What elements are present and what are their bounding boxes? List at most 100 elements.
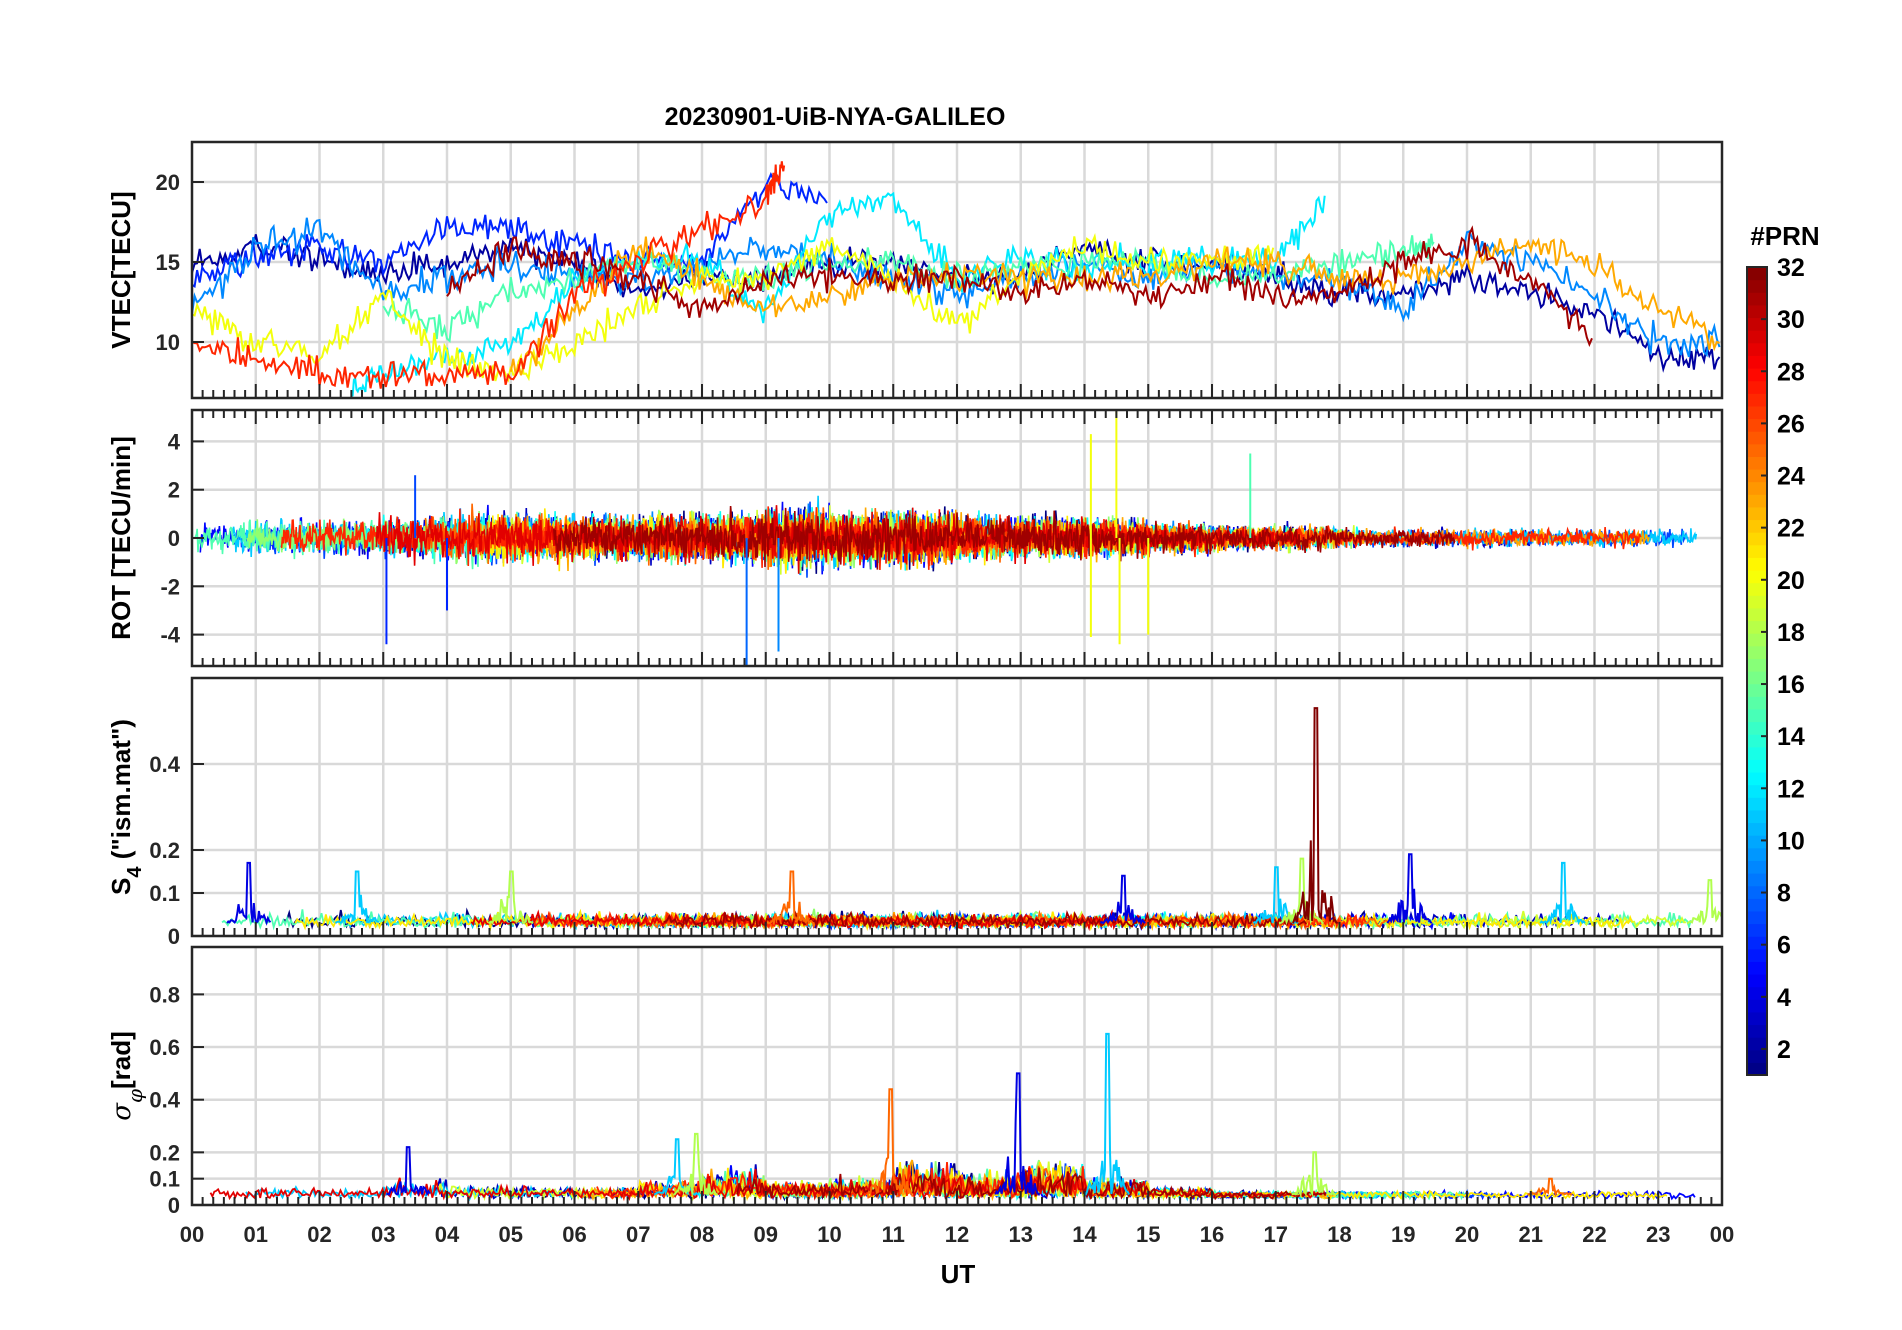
rot-y-tick-label: 4	[168, 429, 181, 454]
x-tick-label: 05	[499, 1222, 523, 1247]
vtec-series-prn-27	[192, 161, 786, 389]
colorbar-tick-label: 10	[1777, 827, 1805, 855]
s4-x-ticks	[191, 922, 1723, 936]
colorbar-segment	[1747, 822, 1767, 836]
rot-y-tick-label: 0	[168, 526, 180, 551]
colorbar-segment	[1747, 304, 1767, 319]
vtec-y-tick-label: 10	[156, 330, 180, 355]
vtec-series-prn-20	[192, 233, 1275, 383]
sigma_phi-series-prn-31	[736, 1167, 1327, 1201]
s4-y-tick-label: 0.1	[149, 881, 180, 906]
colorbar-segment	[1747, 999, 1767, 1013]
colorbar-segment	[1747, 267, 1767, 281]
sigma_phi-burst	[1084, 1032, 1130, 1196]
colorbar-segment	[1747, 809, 1767, 824]
colorbar-segment	[1747, 910, 1767, 925]
panel-vtec: 10 15 20 VTEC[TECU]	[106, 140, 1724, 400]
colorbar-tick-label: 32	[1777, 254, 1805, 282]
x-tick-label: 11	[882, 1222, 905, 1247]
colorbar-segment	[1747, 481, 1767, 495]
colorbar-segment	[1747, 405, 1767, 420]
panel-s4: 0 0.1 0.2 0.4S4 ("ism.mat")	[106, 676, 1724, 949]
chart-title: 20230901-UiB-NYA-GALILEO	[665, 103, 1006, 131]
sigma_phi-burst	[673, 1132, 718, 1197]
sigma_phi-burst	[1527, 1177, 1573, 1198]
colorbar-segment	[1747, 835, 1767, 849]
colorbar-segment	[1747, 885, 1767, 899]
x-tick-label: 08	[690, 1222, 714, 1247]
sigma_phi-y-tick-label: 0.2	[149, 1140, 180, 1165]
s4-burst	[1686, 879, 1722, 926]
sigma_phi-burst	[1291, 1151, 1337, 1199]
colorbar-tick-label: 6	[1777, 932, 1791, 960]
s4-burst	[334, 870, 380, 924]
x-tick-label: 22	[1582, 1222, 1606, 1247]
x-tick-label: 20	[1455, 1222, 1479, 1247]
rot-series	[194, 410, 1698, 666]
colorbar-segment	[1747, 317, 1767, 331]
rot-y-tick-label: -4	[160, 623, 180, 648]
colorbar-title: #PRN	[1750, 221, 1819, 251]
s4-grid	[192, 678, 1722, 938]
rot-series-prn-31	[553, 505, 1456, 570]
x-tick-label: 03	[371, 1222, 395, 1247]
sigma_phi-burst	[386, 1146, 431, 1197]
colorbar-segment	[1747, 393, 1767, 407]
colorbar-segment	[1747, 721, 1767, 735]
colorbar-tick-label: 16	[1777, 671, 1805, 699]
colorbar-segment	[1747, 986, 1767, 1000]
panel-sigma_phi: 00.10.2 0.4 0.6 0.8σφ[rad]	[106, 945, 1724, 1218]
colorbar-segment	[1747, 1062, 1767, 1076]
colorbar-segment	[1747, 368, 1767, 382]
x-tick-label: 17	[1264, 1222, 1288, 1247]
s4-burst	[768, 870, 815, 925]
colorbar-segment	[1747, 772, 1767, 786]
colorbar-segment	[1747, 860, 1767, 874]
colorbar-tick-label: 14	[1777, 723, 1805, 751]
colorbar-segment	[1747, 961, 1767, 975]
sigma_phi-y-ticks: 00.10.2 0.4 0.6 0.8	[149, 982, 204, 1218]
colorbar-segment	[1747, 898, 1767, 912]
colorbar-segment	[1747, 671, 1767, 685]
colorbar-segment	[1747, 418, 1767, 432]
rot-y-axis-label: ROT [TECU/min]	[106, 436, 136, 640]
rot-x-ticks	[191, 410, 1723, 666]
colorbar-segment	[1747, 595, 1767, 609]
x-tick-label: 00	[180, 1222, 204, 1247]
colorbar-segment	[1747, 923, 1767, 937]
s4-burst	[1292, 707, 1338, 925]
colorbar-segment	[1747, 797, 1767, 811]
x-tick-label: 00	[1710, 1222, 1734, 1247]
vtec-series	[192, 161, 1721, 397]
colorbar-segment	[1747, 532, 1767, 546]
colorbar-segment	[1747, 683, 1767, 697]
s4-y-tick-label: 0.4	[149, 752, 180, 777]
colorbar-segment	[1747, 948, 1767, 962]
x-tick-label: 18	[1327, 1222, 1351, 1247]
colorbar-segment	[1747, 519, 1767, 533]
sigma_phi-y-tick-label: 0.8	[149, 982, 180, 1007]
rot-y-ticks: -4 -2 0 2 4	[160, 429, 204, 648]
s4-burst	[1539, 861, 1586, 926]
x-tick-label: 06	[562, 1222, 586, 1247]
colorbar-segment	[1747, 494, 1767, 508]
x-tick-label: 04	[435, 1222, 460, 1247]
s4-y-tick-label: 0.2	[149, 838, 180, 863]
colorbar-segment	[1747, 696, 1767, 710]
colorbar-tick-label: 4	[1777, 984, 1791, 1012]
colorbar-segment	[1747, 342, 1767, 356]
s4-y-tick-label: 0	[168, 924, 180, 949]
colorbar-tick-label: 30	[1777, 306, 1805, 334]
colorbar-segment	[1747, 936, 1767, 950]
colorbar-segment	[1747, 279, 1767, 293]
x-tick-label: 23	[1646, 1222, 1670, 1247]
colorbar-segment	[1747, 330, 1767, 344]
colorbar-segment	[1747, 355, 1767, 369]
colorbar-segment	[1747, 1011, 1767, 1026]
colorbar-tick-label: 26	[1777, 410, 1805, 438]
x-tick-label: 14	[1072, 1222, 1097, 1247]
vtec-x-ticks	[191, 384, 1723, 398]
x-tick-label: 21	[1519, 1222, 1543, 1247]
colorbar-segment	[1747, 658, 1767, 672]
sigma_phi-y-tick-label: 0.6	[149, 1035, 180, 1060]
